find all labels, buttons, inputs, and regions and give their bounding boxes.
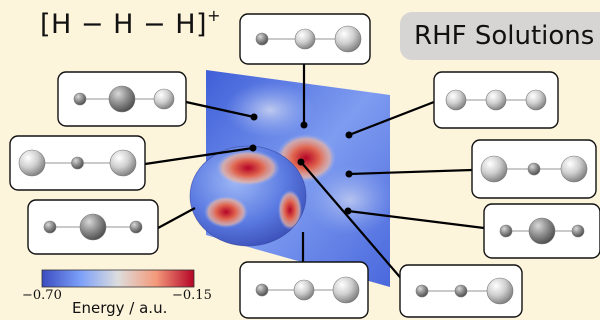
hydrogen-atom bbox=[486, 277, 514, 305]
hydrogen-atom bbox=[293, 279, 315, 301]
inset-top-center bbox=[239, 13, 371, 65]
leader-dot bbox=[300, 121, 308, 129]
formula-text: [H − H − H] bbox=[40, 9, 208, 40]
inset-left bbox=[9, 135, 146, 191]
leader-dot bbox=[297, 158, 305, 166]
rhf-solutions-badge: RHF Solutions bbox=[400, 12, 600, 60]
hydrogen-atom bbox=[332, 276, 360, 304]
hydrogen-atom bbox=[153, 88, 175, 110]
hydrogen-atom bbox=[415, 284, 429, 298]
molecule-formula: [H − H − H]+ bbox=[40, 6, 221, 40]
colorbar bbox=[41, 269, 195, 288]
leader-line bbox=[144, 146, 254, 166]
leader-line bbox=[348, 168, 473, 176]
colorbar-max-label: −0.15 bbox=[172, 288, 212, 303]
colorbar-title: Energy / a.u. bbox=[72, 299, 168, 317]
inset-lower-left bbox=[27, 199, 159, 255]
hydrogen-atom bbox=[294, 28, 316, 50]
hydrogen-atom bbox=[129, 220, 143, 234]
inset-lower-right bbox=[483, 203, 600, 259]
inset-upper-left bbox=[57, 71, 187, 127]
hydrogen-atom bbox=[560, 155, 588, 183]
hydrogen-atom bbox=[525, 89, 547, 111]
inset-upper-right bbox=[433, 71, 559, 129]
hydrogen-atom bbox=[18, 149, 46, 177]
hydrogen-atom bbox=[73, 92, 87, 106]
inset-bottom-center bbox=[239, 261, 369, 319]
badge-label: RHF Solutions bbox=[414, 21, 595, 51]
hydrogen-atom bbox=[485, 89, 507, 111]
leader-line bbox=[300, 161, 406, 284]
hydrogen-atom bbox=[71, 156, 84, 170]
formula-charge: + bbox=[207, 6, 221, 25]
leader-dot bbox=[249, 144, 257, 152]
leader-dot bbox=[345, 131, 353, 139]
hydrogen-atom bbox=[527, 162, 541, 176]
energy-sphere bbox=[189, 145, 307, 247]
colorbar-min-label: −0.70 bbox=[22, 288, 62, 303]
hydrogen-atom bbox=[108, 85, 136, 113]
hydrogen-atom bbox=[528, 217, 556, 245]
hydrogen-atom bbox=[43, 220, 57, 234]
leader-line bbox=[185, 100, 255, 119]
hydrogen-atom bbox=[571, 224, 585, 238]
leader-line bbox=[348, 100, 435, 137]
hydrogen-atom bbox=[454, 284, 468, 298]
inset-right bbox=[471, 139, 597, 199]
leader-dot bbox=[344, 207, 352, 215]
hydrogen-atom bbox=[255, 283, 269, 297]
hydrogen-atom bbox=[480, 155, 508, 183]
hydrogen-atom bbox=[79, 213, 107, 241]
leader-dot bbox=[345, 170, 353, 178]
leader-line bbox=[157, 207, 196, 229]
hydrogen-atom bbox=[334, 25, 362, 53]
leader-dot bbox=[250, 113, 258, 121]
hydrogen-atom bbox=[109, 149, 137, 177]
hydrogen-atom bbox=[499, 224, 513, 238]
hydrogen-atom bbox=[255, 32, 269, 46]
inset-bottom-right bbox=[399, 264, 523, 318]
leader-line bbox=[347, 209, 485, 230]
hydrogen-atom bbox=[445, 89, 467, 111]
